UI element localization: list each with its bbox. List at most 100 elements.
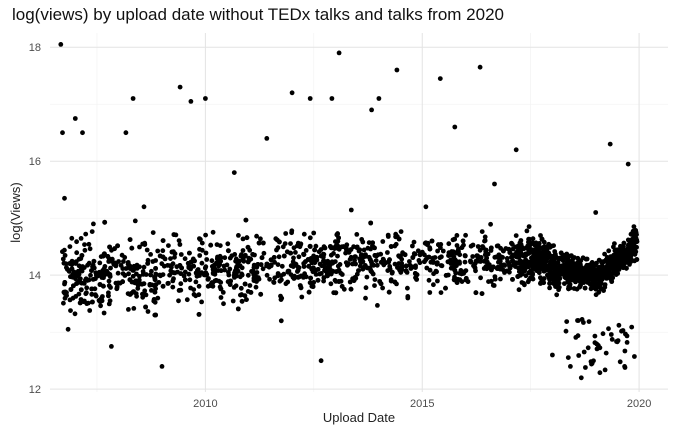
data-point (203, 232, 209, 238)
data-point (87, 308, 93, 313)
data-point (137, 244, 142, 250)
data-point (328, 281, 334, 287)
data-point (152, 289, 158, 295)
data-point (209, 258, 215, 264)
data-point (301, 252, 307, 257)
data-point (204, 257, 210, 262)
data-point (354, 244, 360, 250)
data-point (58, 42, 64, 47)
data-point (364, 274, 370, 280)
data-point (389, 270, 395, 276)
data-point (296, 265, 302, 271)
data-point (241, 258, 247, 264)
data-point (549, 243, 555, 249)
data-point (197, 253, 203, 258)
data-point (125, 261, 131, 267)
data-point (599, 266, 604, 272)
data-point (363, 253, 369, 259)
data-point (238, 285, 244, 291)
data-point (580, 255, 586, 261)
data-point (209, 280, 215, 286)
data-point (485, 251, 491, 257)
data-point (452, 124, 458, 130)
data-point (538, 275, 543, 281)
data-point (112, 246, 117, 252)
data-point (542, 249, 548, 255)
data-point (86, 260, 92, 266)
data-point (629, 324, 635, 330)
data-point (129, 290, 134, 296)
data-point (71, 269, 77, 275)
data-point (119, 252, 125, 258)
data-point (524, 259, 530, 264)
data-point (336, 50, 342, 56)
data-point (574, 266, 580, 272)
data-point (423, 257, 429, 262)
data-point (251, 262, 257, 268)
data-point (188, 259, 194, 265)
data-point (568, 273, 574, 279)
data-point (597, 370, 603, 376)
data-point (428, 259, 434, 265)
y-tick-label: 18 (29, 42, 41, 54)
data-point (294, 243, 300, 249)
data-point (221, 301, 226, 307)
data-point (396, 253, 401, 259)
data-point (253, 284, 259, 290)
data-point (255, 262, 261, 267)
data-point (631, 224, 637, 230)
data-point (344, 247, 349, 252)
data-point (478, 255, 484, 260)
data-point (318, 247, 324, 252)
data-point (427, 246, 433, 252)
data-point (414, 277, 419, 282)
data-point (236, 233, 241, 238)
data-point (438, 290, 444, 295)
data-point (325, 273, 330, 279)
data-point (151, 297, 157, 302)
data-point (453, 270, 459, 276)
data-point (149, 268, 154, 274)
data-point (140, 272, 146, 277)
data-point (433, 268, 439, 274)
data-point (218, 268, 224, 273)
data-point (178, 252, 184, 257)
data-point (571, 261, 576, 266)
data-point (536, 242, 541, 248)
data-point (170, 284, 176, 290)
data-point (283, 231, 289, 236)
data-point (109, 256, 115, 262)
data-point (538, 266, 543, 272)
data-point (372, 277, 378, 282)
data-point (535, 246, 540, 252)
data-point (515, 274, 521, 279)
data-point (436, 242, 441, 248)
data-point (538, 281, 543, 286)
data-point (78, 266, 84, 271)
data-point (288, 241, 293, 247)
data-point (231, 170, 237, 176)
data-point (369, 259, 374, 265)
data-point (188, 99, 194, 104)
data-point (605, 259, 610, 265)
data-point (148, 272, 154, 278)
data-point (405, 295, 411, 301)
data-point (509, 240, 514, 246)
data-point (216, 263, 222, 269)
data-point (307, 243, 313, 249)
data-point (491, 283, 497, 288)
data-point (282, 241, 288, 247)
data-point (271, 255, 277, 260)
data-point (558, 250, 564, 256)
data-point (375, 303, 380, 308)
data-point (405, 285, 410, 291)
data-point (372, 283, 377, 288)
data-point (431, 282, 436, 288)
y-axis-title: log(Views) (8, 182, 23, 242)
data-point (301, 275, 306, 280)
data-point (61, 300, 66, 306)
data-point (369, 107, 374, 113)
data-point (289, 230, 294, 236)
data-point (73, 261, 78, 266)
data-point (224, 262, 230, 268)
